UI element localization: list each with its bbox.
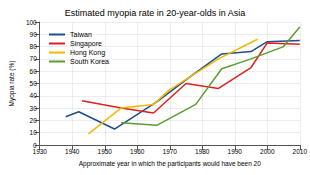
svg-text:20: 20	[30, 117, 38, 124]
svg-text:1940: 1940	[65, 148, 80, 155]
svg-text:70: 70	[30, 55, 38, 62]
svg-text:Singapore: Singapore	[70, 40, 102, 48]
svg-text:80: 80	[30, 43, 38, 50]
svg-text:1950: 1950	[98, 148, 113, 155]
svg-text:90: 90	[30, 31, 38, 38]
svg-text:60: 60	[30, 68, 38, 75]
svg-text:2010: 2010	[293, 148, 308, 155]
svg-text:50: 50	[30, 80, 38, 87]
svg-text:10: 10	[30, 129, 38, 136]
svg-text:2000: 2000	[260, 148, 275, 155]
svg-text:1990: 1990	[228, 148, 243, 155]
svg-text:30: 30	[30, 105, 38, 112]
svg-text:Hong Kong: Hong Kong	[70, 49, 105, 57]
svg-text:1970: 1970	[163, 148, 178, 155]
svg-text:40: 40	[30, 92, 38, 99]
svg-text:1960: 1960	[130, 148, 145, 155]
svg-text:Taiwan: Taiwan	[70, 31, 92, 38]
svg-text:0: 0	[33, 141, 37, 149]
svg-text:South Korea: South Korea	[70, 58, 109, 65]
svg-text:Myopia rate (%): Myopia rate (%)	[8, 61, 16, 107]
svg-text:1980: 1980	[195, 148, 210, 155]
svg-text:Approximate year in which the: Approximate year in which the participan…	[79, 160, 261, 168]
svg-text:1930: 1930	[33, 148, 48, 155]
svg-text:100: 100	[26, 19, 37, 26]
svg-text:Estimated myopia rate in 20-ye: Estimated myopia rate in 20-year-olds in…	[65, 8, 246, 18]
